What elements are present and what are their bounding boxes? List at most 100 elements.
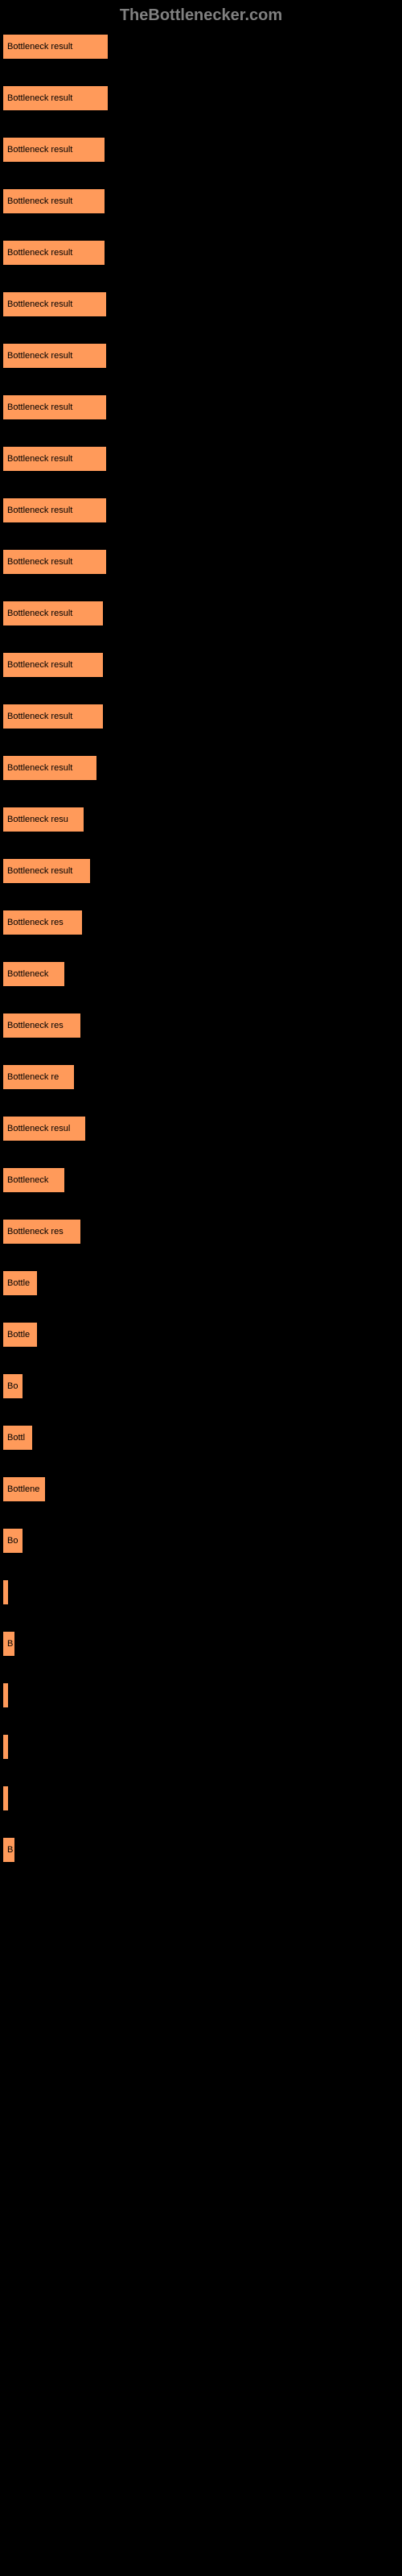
site-name: TheBottlenecker.com — [120, 6, 282, 24]
bar-label: Bottleneck resul — [7, 1124, 70, 1133]
bar[interactable]: Bottleneck result — [3, 35, 108, 59]
bar-label: Bottleneck result — [7, 557, 72, 567]
bar[interactable]: B — [3, 1838, 14, 1862]
bar-label: Bottleneck result — [7, 93, 72, 103]
bar-row: Bottleneck result — [3, 138, 399, 162]
bar-label: Bottleneck result — [7, 299, 72, 309]
bar[interactable]: Bottle — [3, 1323, 37, 1347]
bar-label: Bottleneck res — [7, 1227, 64, 1236]
bar[interactable]: Bottleneck result — [3, 653, 103, 677]
bar[interactable]: Bottleneck res — [3, 1220, 80, 1244]
bar-row: Bottleneck result — [3, 395, 399, 419]
bar-row: Bo — [3, 1529, 399, 1553]
bar[interactable]: Bottleneck result — [3, 241, 105, 265]
bar-row: Bottleneck res — [3, 1220, 399, 1244]
bar-row: Bottle — [3, 1323, 399, 1347]
bar-label: Bottleneck — [7, 969, 48, 979]
bar[interactable]: Bottleneck result — [3, 189, 105, 213]
bar[interactable]: Bottleneck result — [3, 395, 106, 419]
bar-row: Bottleneck res — [3, 1013, 399, 1038]
bar-row: Bottleneck result — [3, 756, 399, 780]
bar[interactable]: Bottleneck result — [3, 859, 90, 883]
bar-label: Bottleneck result — [7, 145, 72, 155]
bar-label: Bottleneck result — [7, 609, 72, 618]
bar-row: Bottleneck result — [3, 653, 399, 677]
bar-label: Bottleneck result — [7, 196, 72, 206]
bar-row: Bottleneck — [3, 1168, 399, 1192]
bar[interactable]: Bottleneck result — [3, 447, 106, 471]
bar-label: B — [7, 1639, 13, 1649]
bar[interactable]: Bottleneck resul — [3, 1117, 85, 1141]
bar-row: Bottl — [3, 1426, 399, 1450]
bar-label: Bottleneck result — [7, 42, 72, 52]
bar[interactable]: Bottleneck resu — [3, 807, 84, 832]
bar-row — [3, 1683, 399, 1707]
bar-chart: Bottleneck result Bottleneck result Bottle… — [0, 35, 402, 1862]
bar[interactable]: Bottleneck result — [3, 498, 106, 522]
bar[interactable] — [3, 1735, 8, 1759]
bar-label: Bo — [7, 1536, 18, 1546]
bar[interactable]: Bottleneck result — [3, 756, 96, 780]
bar-row: Bottleneck result — [3, 292, 399, 316]
bar-row: Bottleneck re — [3, 1065, 399, 1089]
bar[interactable]: Bo — [3, 1374, 23, 1398]
bar[interactable] — [3, 1580, 8, 1604]
bar[interactable]: Bottle — [3, 1271, 37, 1295]
bar[interactable]: B — [3, 1632, 14, 1656]
bar-row: Bottlene — [3, 1477, 399, 1501]
bar-label: Bottleneck result — [7, 866, 72, 876]
bar[interactable]: Bottleneck result — [3, 704, 103, 729]
bar-label: Bottlene — [7, 1484, 39, 1494]
bar-label: Bottleneck result — [7, 660, 72, 670]
bar-label: Bottleneck res — [7, 1021, 64, 1030]
bar-label: Bo — [7, 1381, 18, 1391]
bar[interactable]: Bottleneck — [3, 1168, 64, 1192]
bar-label: Bottleneck result — [7, 402, 72, 412]
bar[interactable]: Bottleneck result — [3, 138, 105, 162]
bar-label: Bottle — [7, 1278, 30, 1288]
bar-label: Bottl — [7, 1433, 25, 1443]
bar-row: Bottleneck result — [3, 241, 399, 265]
bar-row: Bottleneck result — [3, 601, 399, 625]
bar[interactable]: Bottleneck result — [3, 550, 106, 574]
bar-label: Bottleneck result — [7, 454, 72, 464]
bar[interactable] — [3, 1683, 8, 1707]
bar-label: Bottle — [7, 1330, 30, 1340]
bar-row — [3, 1580, 399, 1604]
bar[interactable]: Bottleneck res — [3, 1013, 80, 1038]
bar-row: Bottleneck result — [3, 498, 399, 522]
bar[interactable]: Bottleneck result — [3, 601, 103, 625]
bar[interactable]: Bottleneck res — [3, 910, 82, 935]
bar-label: Bottleneck result — [7, 351, 72, 361]
bar-row: B — [3, 1838, 399, 1862]
bar-row: Bottleneck result — [3, 704, 399, 729]
bar-row — [3, 1786, 399, 1810]
bar[interactable] — [3, 1786, 8, 1810]
bar-row: Bottleneck res — [3, 910, 399, 935]
bar-label: Bottleneck re — [7, 1072, 59, 1082]
bar[interactable]: Bottlene — [3, 1477, 45, 1501]
bar-row: Bottleneck result — [3, 550, 399, 574]
bar-row: Bottleneck result — [3, 35, 399, 59]
bar[interactable]: Bottleneck result — [3, 344, 106, 368]
bar[interactable]: Bottleneck result — [3, 86, 108, 110]
bar-label: Bottleneck res — [7, 918, 64, 927]
bar-row: Bottle — [3, 1271, 399, 1295]
bar-row: Bottleneck result — [3, 189, 399, 213]
bar[interactable]: Bottl — [3, 1426, 32, 1450]
bar-label: Bottleneck result — [7, 506, 72, 515]
bar-row: Bottleneck — [3, 962, 399, 986]
bar-row: Bottleneck resu — [3, 807, 399, 832]
bar-row: Bo — [3, 1374, 399, 1398]
bar[interactable]: Bottleneck — [3, 962, 64, 986]
bar-row: Bottleneck result — [3, 447, 399, 471]
bar-row: Bottleneck result — [3, 344, 399, 368]
bar-label: Bottleneck result — [7, 248, 72, 258]
bar-row: Bottleneck result — [3, 86, 399, 110]
bar-label: Bottleneck result — [7, 763, 72, 773]
bar[interactable]: Bottleneck result — [3, 292, 106, 316]
bar[interactable]: Bottleneck re — [3, 1065, 74, 1089]
bar-row — [3, 1735, 399, 1759]
bar-label: Bottleneck result — [7, 712, 72, 721]
bar[interactable]: Bo — [3, 1529, 23, 1553]
